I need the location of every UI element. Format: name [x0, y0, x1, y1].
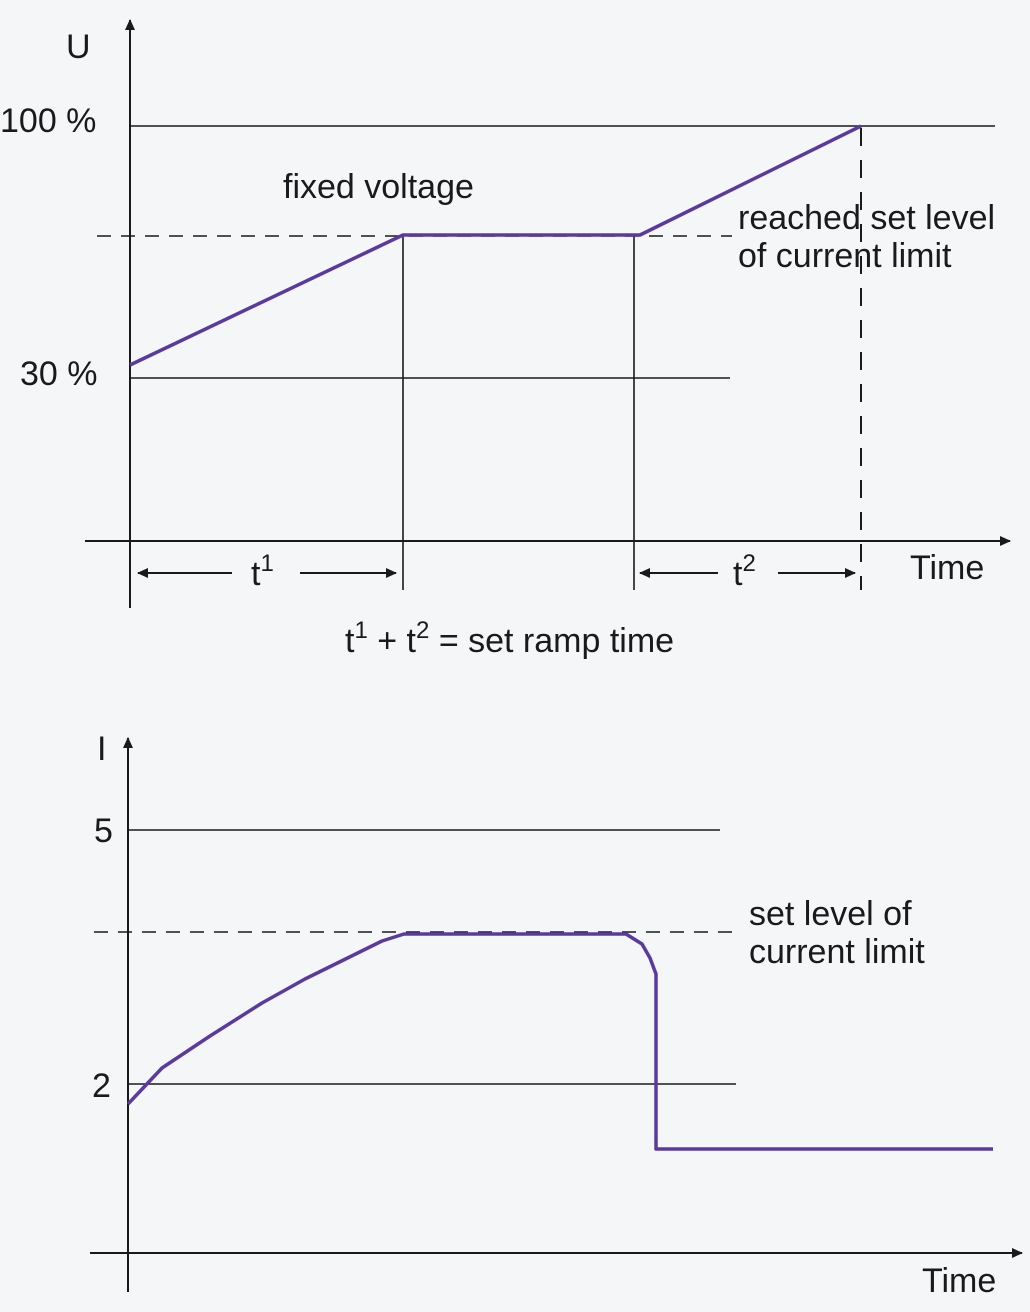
tick-2: 2: [92, 1067, 111, 1105]
t1-label: t1: [251, 550, 274, 593]
tick-100-percent: 100 %: [0, 102, 96, 140]
t2-label: t2: [733, 550, 756, 593]
voltage-x-axis-label: Time: [910, 549, 984, 587]
reached-current-limit-line2: of current limit: [738, 237, 952, 275]
set-current-limit-line1: set level of: [749, 895, 912, 933]
voltage-curve: [129, 124, 862, 367]
reached-current-limit-line1: reached set level: [738, 199, 995, 237]
current-curve: [126, 932, 993, 1151]
ramp-time-formula: t1 + t2 = set ramp time: [345, 617, 674, 660]
current-x-axis-label: Time: [922, 1262, 996, 1300]
tick-5: 5: [94, 812, 113, 850]
reached-current-limit-label: reached set level of current limit: [738, 199, 1005, 275]
current-diagram: I Time 5 2 set level of current limit: [90, 730, 1023, 1300]
current-y-axis-label: I: [97, 730, 106, 768]
voltage-y-axis-label: U: [66, 28, 91, 66]
tick-30-percent: 30 %: [20, 355, 98, 393]
set-current-limit-line2: current limit: [749, 933, 925, 971]
fixed-voltage-label: fixed voltage: [283, 168, 474, 206]
voltage-diagram: U Time 100 % 30 % fixed voltage reached …: [0, 19, 1011, 660]
set-current-limit-label: set level of current limit: [749, 895, 925, 971]
